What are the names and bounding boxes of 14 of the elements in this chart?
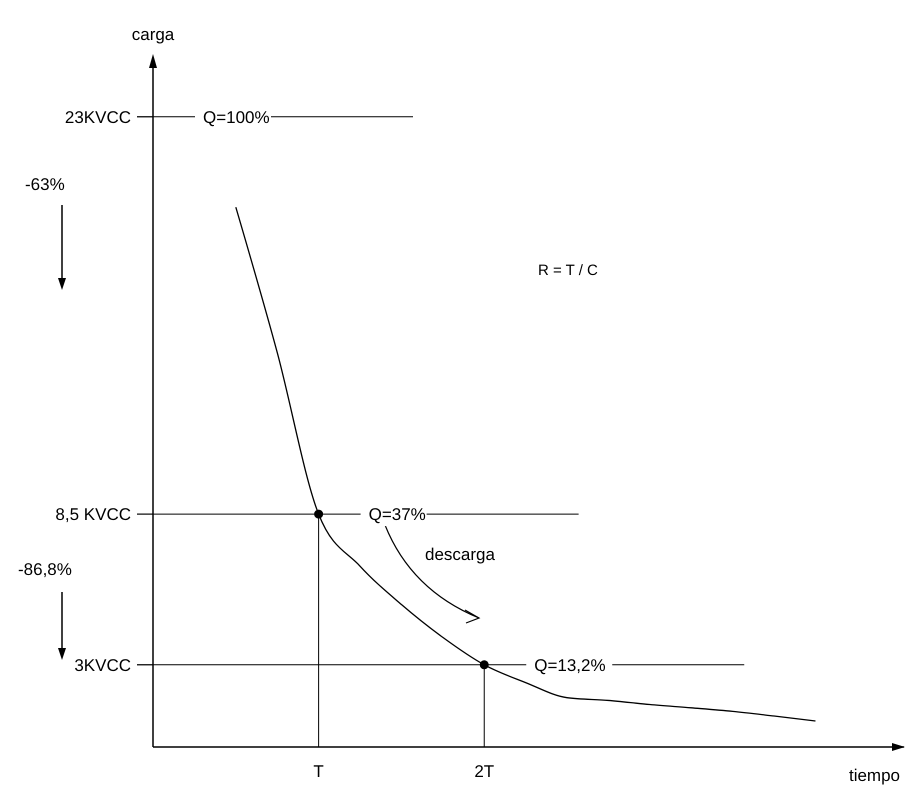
text: -63% (25, 175, 65, 194)
annotation: Q=37% (368, 505, 426, 524)
annotation: R = T / C (538, 262, 598, 279)
x-axis-title: tiempo (848, 766, 900, 785)
text: -86,8% (18, 560, 72, 579)
y-axis-title: carga (132, 25, 175, 44)
annotation: Q=13,2% (534, 656, 606, 675)
x-tick-label: 2T (474, 762, 494, 781)
y-tick-label: 3KVCC (74, 656, 131, 675)
y-tick-label: 23KVCC (64, 108, 131, 127)
annotation: Q=100% (203, 108, 270, 127)
annotation: descarga (425, 545, 496, 564)
y-tick-label: 8,5 KVCC (55, 505, 131, 524)
x-tick-label: T (313, 762, 324, 781)
